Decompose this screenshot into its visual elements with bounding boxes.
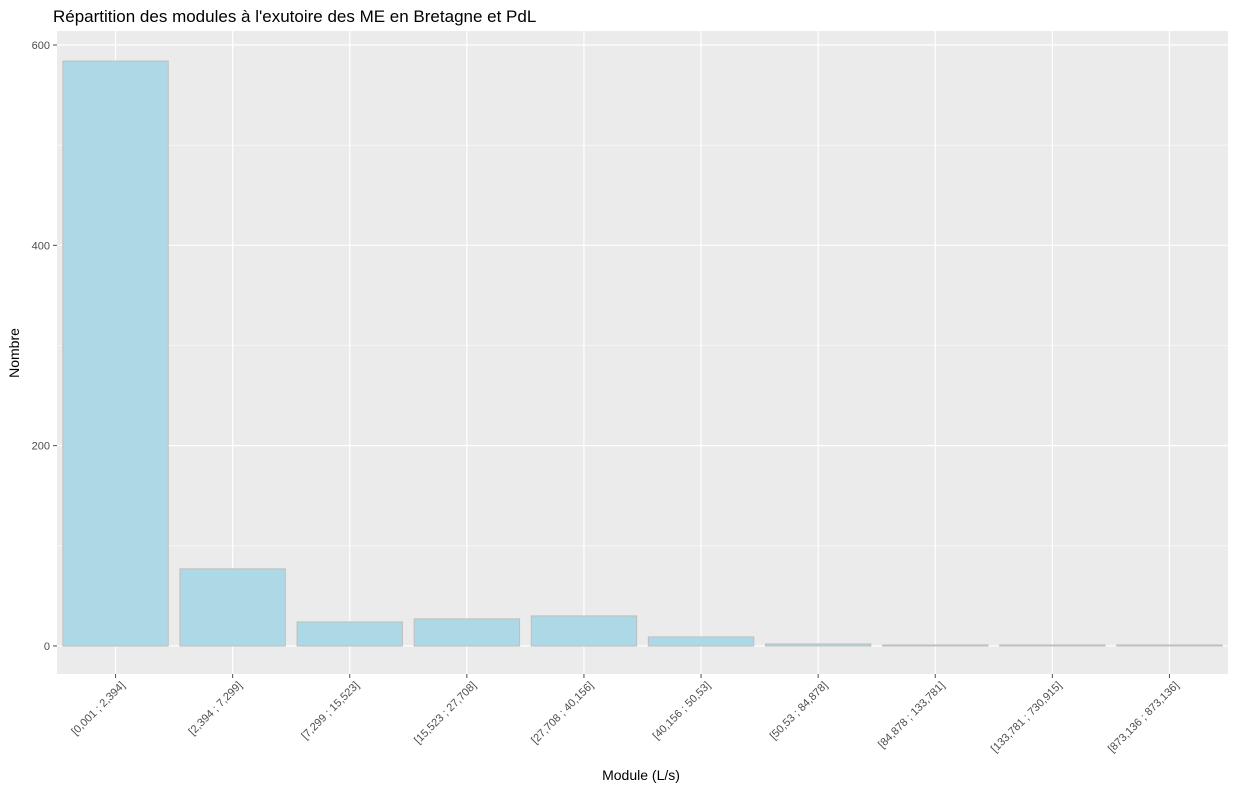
y-tick-label: 0: [44, 641, 50, 653]
plot-panel: [57, 31, 1228, 674]
y-axis-label: Nombre: [6, 328, 22, 378]
bars: [62, 60, 1223, 647]
bar: [413, 618, 521, 647]
bar: [1116, 644, 1223, 647]
bar: [530, 615, 638, 647]
y-tick-label: 200: [32, 441, 50, 453]
chart-title: Répartition des modules à l'exutoire des…: [53, 7, 536, 26]
x-axis-label: Module (L/s): [602, 767, 680, 783]
panel-background: [57, 31, 1228, 674]
bar: [764, 643, 872, 647]
bar: [882, 644, 989, 647]
bar: [179, 568, 286, 647]
y-tick-label: 400: [32, 240, 50, 252]
bar: [296, 621, 403, 647]
bar: [999, 644, 1106, 647]
bar: [647, 636, 755, 647]
y-tick-label: 600: [32, 40, 50, 52]
bar: [62, 60, 169, 647]
